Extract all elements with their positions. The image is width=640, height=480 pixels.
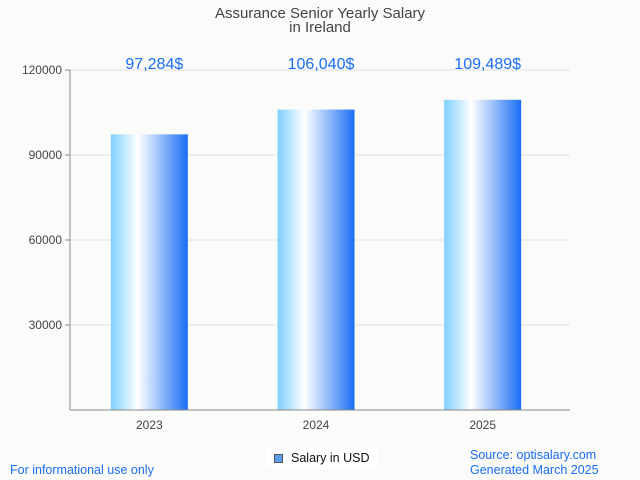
y-tick-label: 120000 — [22, 63, 62, 77]
y-tick-label: 90000 — [29, 148, 63, 162]
legend: Salary in USD — [266, 448, 378, 468]
data-label-2024: 106,040$ — [288, 56, 355, 73]
x-tick-label: 2023 — [136, 418, 163, 432]
data-label-2023: 97,284$ — [125, 56, 183, 73]
disclaimer-text: For informational use only — [10, 463, 154, 477]
x-tick-label: 2025 — [469, 418, 496, 432]
bar-2025 — [444, 99, 522, 411]
x-tick-label: 2024 — [303, 418, 330, 432]
legend-label: Salary in USD — [291, 451, 370, 465]
y-tick-label: 30000 — [29, 318, 63, 332]
bar-2024 — [277, 109, 355, 410]
bar-2023 — [110, 134, 188, 410]
chart-title-line-1: Assurance Senior Yearly Salary — [215, 5, 426, 22]
data-label-2025: 109,489$ — [454, 56, 521, 73]
source-text: Source: optisalary.com — [470, 448, 597, 462]
generated-text: Generated March 2025 — [470, 463, 599, 477]
y-tick-label: 60000 — [29, 233, 63, 247]
chart-title-line-2: in Ireland — [289, 19, 351, 36]
legend-swatch — [274, 453, 283, 463]
